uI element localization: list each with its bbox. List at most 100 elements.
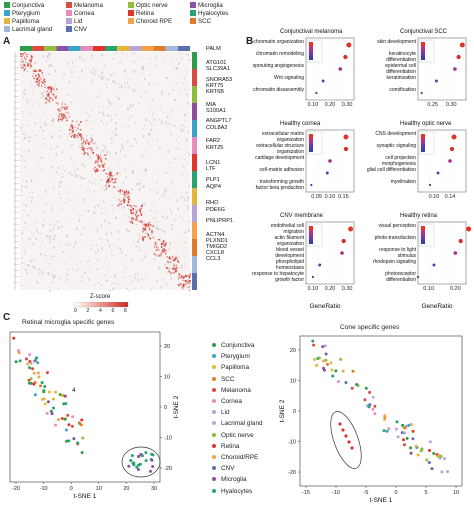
heatmap-noise bbox=[130, 216, 132, 218]
tsne-right-point bbox=[409, 451, 413, 455]
heatmap-cell bbox=[40, 70, 43, 72]
tsne-left-point bbox=[79, 423, 83, 427]
tissue-legend-item: Retina bbox=[128, 10, 154, 17]
heatmap-noise bbox=[111, 283, 112, 285]
go-term-label: transforming growth factor beta producti… bbox=[255, 179, 304, 191]
go-panel-title: Conjunctival melanoma bbox=[280, 29, 343, 35]
heatmap-row-band bbox=[192, 222, 197, 239]
heatmap-cell bbox=[104, 154, 107, 156]
heatmap-cell bbox=[181, 287, 184, 290]
heatmap-cell bbox=[178, 276, 181, 278]
heatmap-noise bbox=[74, 269, 76, 272]
tsne-legend-item: Optic nerve bbox=[212, 432, 254, 439]
heatmap-noise bbox=[29, 223, 31, 226]
heatmap-noise bbox=[29, 237, 31, 240]
heatmap-noise bbox=[101, 208, 103, 210]
heatmap-noise bbox=[97, 249, 99, 252]
heatmap-noise bbox=[105, 83, 107, 85]
heatmap-noise bbox=[36, 230, 39, 233]
heatmap-noise bbox=[101, 212, 103, 214]
heatmap-cell bbox=[63, 107, 65, 110]
tsne-left-point bbox=[65, 439, 69, 443]
heatmap-cell bbox=[43, 79, 45, 82]
heatmap-noise bbox=[180, 128, 182, 130]
tsne-right-point bbox=[350, 446, 354, 450]
tsne-left-point bbox=[148, 469, 152, 473]
heatmap-noise bbox=[180, 266, 182, 270]
heatmap-noise bbox=[104, 202, 106, 204]
heatmap-noise bbox=[177, 207, 179, 211]
heatmap-cell bbox=[158, 249, 160, 251]
tsne-right-point bbox=[403, 426, 407, 430]
heatmap-noise bbox=[135, 223, 138, 226]
heatmap-noise bbox=[22, 262, 24, 263]
heatmap-cell bbox=[142, 228, 145, 230]
heatmap-noise bbox=[94, 190, 95, 193]
heatmap-noise bbox=[115, 152, 117, 155]
heatmap-noise bbox=[106, 238, 108, 242]
heatmap-noise bbox=[63, 75, 64, 78]
go-dot bbox=[325, 171, 329, 175]
heatmap-noise bbox=[42, 55, 45, 58]
heatmap-noise bbox=[157, 248, 160, 251]
heatmap-noise bbox=[97, 252, 99, 254]
heatmap-noise bbox=[112, 244, 114, 246]
heatmap-noise bbox=[37, 134, 38, 137]
heatmap-noise bbox=[27, 101, 29, 104]
go-dot bbox=[453, 251, 458, 255]
heatmap-row-band bbox=[192, 86, 197, 103]
heatmap-noise bbox=[115, 122, 118, 125]
heatmap-noise bbox=[83, 198, 85, 201]
heatmap-noise bbox=[61, 231, 63, 233]
heatmap-noise bbox=[25, 252, 27, 255]
heatmap-cell bbox=[78, 124, 80, 127]
heatmap-noise bbox=[121, 86, 123, 89]
heatmap-column-band bbox=[44, 46, 57, 51]
heatmap-noise bbox=[160, 286, 161, 289]
heatmap-noise bbox=[42, 129, 45, 132]
heatmap-noise bbox=[135, 245, 137, 248]
heatmap-noise bbox=[24, 133, 26, 136]
heatmap-noise bbox=[42, 95, 45, 98]
heatmap-cell bbox=[140, 213, 143, 216]
heatmap-noise bbox=[87, 209, 90, 212]
heatmap-cell bbox=[155, 249, 157, 252]
heatmap-noise bbox=[127, 125, 130, 127]
tsne-left-point bbox=[72, 437, 76, 441]
heatmap-noise bbox=[164, 188, 167, 192]
heatmap-noise bbox=[169, 161, 171, 163]
heatmap-noise bbox=[164, 263, 167, 266]
heatmap-cell bbox=[174, 271, 177, 273]
heatmap-noise bbox=[105, 157, 108, 160]
heatmap-cell bbox=[132, 221, 134, 225]
heatmap-noise bbox=[77, 175, 80, 177]
heatmap-noise bbox=[31, 90, 33, 93]
heatmap-noise bbox=[111, 118, 113, 120]
go-dot bbox=[458, 238, 463, 244]
heatmap-noise bbox=[140, 206, 142, 209]
heatmap-noise bbox=[51, 166, 53, 169]
tsne-right-point bbox=[347, 440, 351, 444]
go-dot bbox=[310, 183, 313, 187]
heatmap-noise bbox=[101, 247, 103, 250]
heatmap-row-band bbox=[192, 171, 197, 188]
heatmap-noise bbox=[133, 60, 135, 63]
heatmap-noise bbox=[128, 117, 130, 120]
go-x-tick: 0.10 bbox=[325, 194, 336, 200]
go-dot bbox=[321, 79, 325, 83]
heatmap-noise bbox=[35, 69, 38, 71]
heatmap-column-band bbox=[32, 46, 45, 51]
heatmap-noise bbox=[146, 93, 148, 94]
heatmap-cell bbox=[156, 254, 159, 257]
heatmap-noise bbox=[91, 159, 93, 161]
heatmap-cell bbox=[137, 209, 139, 211]
heatmap-noise bbox=[135, 205, 138, 208]
heatmap-noise bbox=[53, 246, 55, 249]
heatmap-noise bbox=[186, 175, 188, 177]
heatmap-cell bbox=[25, 53, 27, 56]
heatmap-noise bbox=[41, 198, 43, 200]
heatmap-noise bbox=[132, 104, 134, 107]
zscore-tick: 4 bbox=[99, 308, 102, 314]
tsne-legend-dot bbox=[212, 354, 216, 359]
heatmap-noise bbox=[23, 132, 25, 135]
